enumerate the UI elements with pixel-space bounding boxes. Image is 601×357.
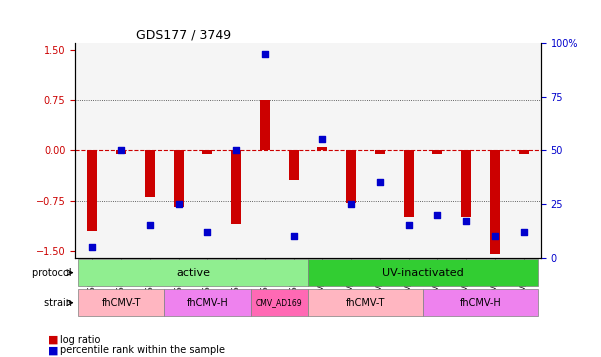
FancyBboxPatch shape xyxy=(78,289,164,316)
Bar xyxy=(231,150,241,224)
Text: fhCMV-T: fhCMV-T xyxy=(102,298,141,308)
Bar xyxy=(203,150,212,154)
Point xyxy=(231,147,241,153)
Point xyxy=(260,51,270,56)
Bar xyxy=(490,150,500,254)
Text: percentile rank within the sample: percentile rank within the sample xyxy=(60,346,225,356)
Text: fhCMV-H: fhCMV-H xyxy=(460,298,501,308)
Point xyxy=(433,212,442,217)
Bar xyxy=(87,150,97,231)
Bar xyxy=(288,150,299,180)
Point xyxy=(375,180,385,185)
Text: log ratio: log ratio xyxy=(60,335,100,345)
Bar xyxy=(461,150,471,217)
Bar xyxy=(404,150,413,217)
FancyBboxPatch shape xyxy=(308,289,423,316)
Bar xyxy=(145,150,155,197)
Text: fhCMV-H: fhCMV-H xyxy=(186,298,228,308)
Point xyxy=(462,218,471,224)
Point xyxy=(346,201,356,207)
Text: UV-inactivated: UV-inactivated xyxy=(382,268,464,278)
FancyBboxPatch shape xyxy=(78,259,308,286)
Text: protocol: protocol xyxy=(32,268,75,278)
Point xyxy=(203,229,212,235)
FancyBboxPatch shape xyxy=(423,289,538,316)
Bar xyxy=(375,150,385,154)
Bar xyxy=(519,150,529,154)
Bar xyxy=(260,100,270,150)
Text: fhCMV-T: fhCMV-T xyxy=(346,298,385,308)
FancyBboxPatch shape xyxy=(251,289,308,316)
Point xyxy=(145,222,154,228)
Point xyxy=(289,233,299,239)
Point xyxy=(404,222,413,228)
Text: active: active xyxy=(176,268,210,278)
Text: strain: strain xyxy=(44,298,75,308)
Bar xyxy=(317,147,328,150)
Point xyxy=(519,229,528,235)
Bar xyxy=(116,150,126,154)
Point xyxy=(490,233,499,239)
Bar xyxy=(346,150,356,202)
Point xyxy=(317,137,327,142)
Bar xyxy=(174,150,184,207)
Point xyxy=(174,201,183,207)
Text: ■: ■ xyxy=(48,346,58,356)
FancyBboxPatch shape xyxy=(164,289,251,316)
Text: CMV_AD169: CMV_AD169 xyxy=(256,298,302,307)
FancyBboxPatch shape xyxy=(308,259,538,286)
Text: GDS177 / 3749: GDS177 / 3749 xyxy=(136,29,231,42)
Point xyxy=(117,147,126,153)
Text: ■: ■ xyxy=(48,335,58,345)
Point xyxy=(88,244,97,250)
Bar xyxy=(432,150,442,154)
